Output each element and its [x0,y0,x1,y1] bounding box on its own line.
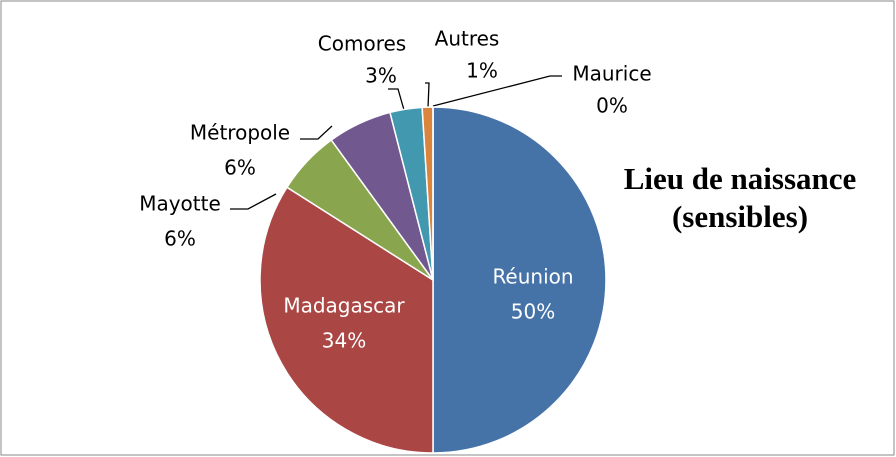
pie-slice [432,106,607,454]
leader-line [432,75,562,107]
slice-label: Comores [318,32,406,56]
slice-label: Maurice [572,62,651,86]
slice-label: Métropole [190,121,290,145]
slice-label: Mayotte [139,192,221,216]
slice-value-label: 1% [466,59,498,83]
leader-lines [230,75,562,210]
slice-value-label: 6% [224,156,256,180]
leader-line [388,88,405,111]
chart-title: Lieu de naissance (sensibles) [623,161,857,234]
slice-label: Madagascar [283,294,405,318]
slice-label: Réunion [492,265,573,289]
slice-value-label: 34% [322,329,366,353]
slice-value-label: 3% [365,64,397,88]
slice-value-label: 0% [596,94,628,118]
slice-value-label: 50% [511,300,555,324]
leader-line [230,193,277,210]
slice-label: Autres [435,27,500,51]
pie-slice [259,186,434,454]
slice-value-label: 6% [164,227,196,251]
leader-line [425,82,430,109]
leader-line [300,125,333,140]
